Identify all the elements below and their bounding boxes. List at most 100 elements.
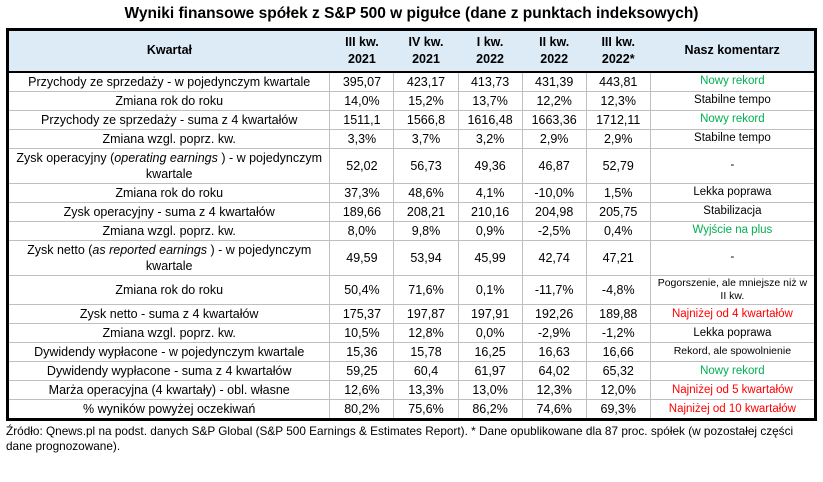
value-cell: 49,36 <box>457 147 523 184</box>
value-cell: 48,6% <box>393 182 459 203</box>
value-cell: 75,6% <box>393 399 459 420</box>
value-cell: 197,91 <box>457 304 523 324</box>
header-col-q4-line2: 2022 <box>540 51 569 66</box>
table-row: % wyników powyżej oczekiwań 80,2% 75,6% 86,… <box>6 399 817 420</box>
table-row: Dywidendy wypłacone - suma z 4 kwartałów… <box>6 361 817 381</box>
value-cell: 46,87 <box>521 147 587 184</box>
value-cell: 13,7% <box>457 90 523 111</box>
value-cell: 0,0% <box>457 323 523 343</box>
row-comment: - <box>649 239 817 276</box>
row-label: Zmiana wzgl. poprz. kw. <box>6 323 331 343</box>
row-label: Przychody ze sprzedaży - w pojedynczym k… <box>6 71 331 92</box>
row-comment: Pogorszenie, ale mniejsze niż w II kw. <box>649 274 817 306</box>
value-cell: 210,16 <box>457 201 523 222</box>
value-cell: 1,5% <box>585 182 651 203</box>
value-cell: 0,1% <box>457 274 523 306</box>
table-row: Zysk netto (as reported earnings ) - w p… <box>6 239 817 276</box>
value-cell: -1,2% <box>585 323 651 343</box>
value-cell: 2,9% <box>585 128 651 149</box>
value-cell: 443,81 <box>585 71 651 92</box>
header-col-q5-line2: 2022* <box>601 51 635 66</box>
row-comment: Rekord, ale spowolnienie <box>649 342 817 362</box>
value-cell: 12,2% <box>521 90 587 111</box>
row-label: Zmiana rok do roku <box>6 90 331 111</box>
table-row: Zmiana rok do roku 37,3% 48,6% 4,1% -10,0% 1,… <box>6 182 817 203</box>
value-cell: 2,9% <box>521 128 587 149</box>
value-cell: 1566,8 <box>393 109 459 130</box>
value-cell: 14,0% <box>329 90 395 111</box>
header-col-q2-line1: IV kw. <box>408 35 444 49</box>
value-cell: 395,07 <box>329 71 395 92</box>
header-col-q4-line1: II kw. <box>539 35 570 49</box>
value-cell: 12,0% <box>585 380 651 400</box>
value-cell: -2,9% <box>521 323 587 343</box>
table-header: Kwartał III kw. 2021 IV kw. 2021 I kw. 2… <box>7 29 816 73</box>
value-cell: 423,17 <box>393 71 459 92</box>
value-cell: 16,25 <box>457 342 523 362</box>
value-cell: 189,88 <box>585 304 651 324</box>
row-label: Dywidendy wypłacone - suma z 4 kwartałów <box>6 361 331 381</box>
value-cell: 71,6% <box>393 274 459 306</box>
row-comment: Nowy rekord <box>649 109 817 130</box>
row-comment: Lekka poprawa <box>649 182 817 203</box>
value-cell: 0,9% <box>457 220 523 241</box>
value-cell: 53,94 <box>393 239 459 276</box>
value-cell: 49,59 <box>329 239 395 276</box>
row-comment: Najniżej od 5 kwartałów <box>649 380 817 400</box>
row-comment: Stabilne tempo <box>649 90 817 111</box>
value-cell: 204,98 <box>521 201 587 222</box>
value-cell: 60,4 <box>393 361 459 381</box>
row-comment: Najniżej od 4 kwartałów <box>649 304 817 324</box>
value-cell: 3,7% <box>393 128 459 149</box>
value-cell: 12,6% <box>329 380 395 400</box>
value-cell: 15,36 <box>329 342 395 362</box>
table-row: Przychody ze sprzedaży - w pojedynczym k… <box>6 71 817 92</box>
header-comment-label: Nasz komentarz <box>650 29 816 73</box>
value-cell: 47,21 <box>585 239 651 276</box>
row-label: Zysk netto - suma z 4 kwartałów <box>6 304 331 324</box>
value-cell: 56,73 <box>393 147 459 184</box>
row-label: Zmiana wzgl. poprz. kw. <box>6 128 331 149</box>
value-cell: 15,2% <box>393 90 459 111</box>
value-cell: 413,73 <box>457 71 523 92</box>
value-cell: -11,7% <box>521 274 587 306</box>
value-cell: 12,3% <box>521 380 587 400</box>
value-cell: 0,4% <box>585 220 651 241</box>
table-row: Zmiana rok do roku 50,4% 71,6% 0,1% -11,7% -4… <box>6 274 817 306</box>
value-cell: 189,66 <box>329 201 395 222</box>
row-label: Zmiana wzgl. poprz. kw. <box>6 220 331 241</box>
row-label: Przychody ze sprzedaży - suma z 4 kwarta… <box>6 109 331 130</box>
value-cell: 15,78 <box>393 342 459 362</box>
row-comment: Stabilne tempo <box>649 128 817 149</box>
value-cell: 65,32 <box>585 361 651 381</box>
value-cell: -10,0% <box>521 182 587 203</box>
value-cell: 1712,11 <box>585 109 651 130</box>
table-body: Przychody ze sprzedaży - w pojedynczym k… <box>6 71 817 420</box>
table-row: Zmiana wzgl. poprz. kw. 3,3% 3,7% 3,2% 2,9% 2… <box>6 128 817 149</box>
value-cell: 13,3% <box>393 380 459 400</box>
row-label: % wyników powyżej oczekiwań <box>6 399 331 420</box>
value-cell: 42,74 <box>521 239 587 276</box>
header-col-q1-line1: III kw. <box>345 35 379 49</box>
row-comment: Wyjście na plus <box>649 220 817 241</box>
value-cell: 16,63 <box>521 342 587 362</box>
header-col-q3: I kw. 2022 <box>458 29 523 73</box>
row-comment: - <box>649 147 817 184</box>
value-cell: 197,87 <box>393 304 459 324</box>
value-cell: -4,8% <box>585 274 651 306</box>
value-cell: 4,1% <box>457 182 523 203</box>
value-cell: 3,2% <box>457 128 523 149</box>
value-cell: 1511,1 <box>329 109 395 130</box>
row-comment: Stabilizacja <box>649 201 817 222</box>
table-row: Zysk netto - suma z 4 kwartałów 175,37 197… <box>6 304 817 324</box>
table-row: Marża operacyjna (4 kwartały) - obl. wła… <box>6 380 817 400</box>
value-cell: 59,25 <box>329 361 395 381</box>
value-cell: 74,6% <box>521 399 587 420</box>
value-cell: 12,3% <box>585 90 651 111</box>
table-row: Zmiana wzgl. poprz. kw. 8,0% 9,8% 0,9% -2,5%… <box>6 220 817 241</box>
value-cell: -2,5% <box>521 220 587 241</box>
value-cell: 175,37 <box>329 304 395 324</box>
value-cell: 1616,48 <box>457 109 523 130</box>
row-comment: Nowy rekord <box>649 361 817 381</box>
row-label: Zmiana rok do roku <box>6 182 331 203</box>
